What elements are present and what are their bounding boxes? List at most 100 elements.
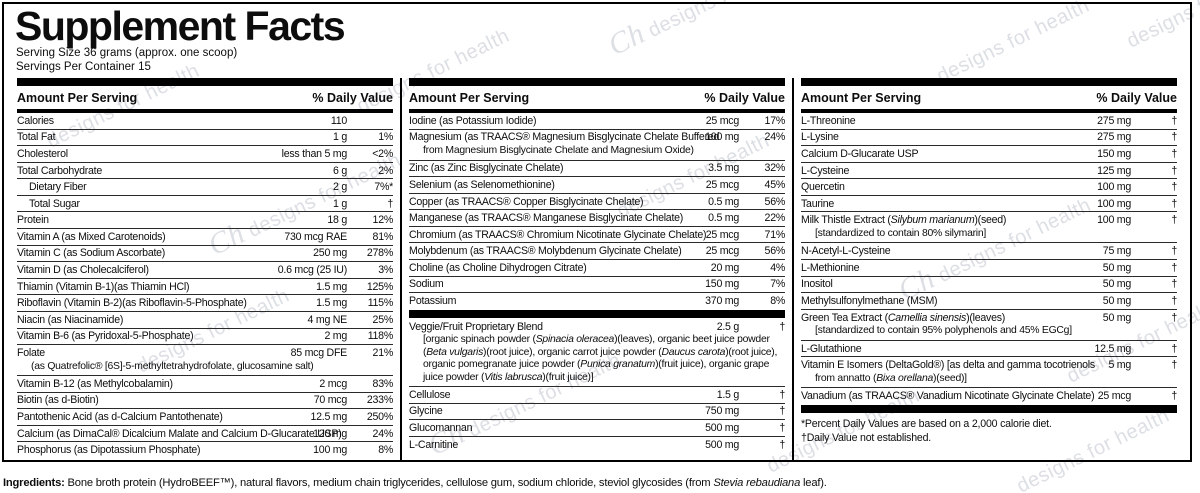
column-header-row: Amount Per Serving % Daily Value	[409, 86, 785, 113]
nutrient-daily-value: †	[1171, 359, 1177, 372]
daily-value-header: % Daily Value	[312, 91, 393, 105]
nutrient-name: N-Acetyl-L-Cysteine	[801, 245, 891, 258]
nutrient-name: Vitamin B-12 (as Methylcobalamin)	[17, 377, 173, 390]
nutrient-amount: 18 g	[327, 214, 347, 227]
table-row: Folate 85 mcg DFE 21% (as Quatrefolic® [6S]…	[17, 344, 393, 375]
table-row: L-Carnitine 500 mg †	[409, 435, 785, 453]
nutrient-name: L-Methionine	[801, 261, 860, 274]
nutrient-name: Glycine	[409, 405, 443, 418]
nutrition-column-1: Amount Per Serving % Daily Value Calories 1…	[10, 78, 400, 460]
nutrient-name: Riboflavin (Vitamin B-2)(as Riboflavin-5…	[17, 297, 247, 310]
table-row: N-Acetyl-L-Cysteine 75 mg †	[801, 242, 1177, 259]
nutrient-daily-value: †	[1171, 278, 1177, 291]
nutrition-column-3: Amount Per Serving % Daily Value L-Threoni…	[792, 78, 1184, 460]
nutrient-amount: 750 mg	[705, 405, 739, 418]
table-row: Total Sugar 1 g †	[17, 194, 393, 212]
ingredients-label: Ingredients:	[3, 477, 65, 489]
nutrient-name: Cholesterol	[17, 147, 68, 160]
nutrient-amount: 275 mg	[1097, 114, 1131, 127]
table-row: Vitamin E Isomers (DeltaGold®) [as delta…	[801, 356, 1177, 387]
nutrient-name: Total Sugar	[29, 197, 80, 210]
nutrient-amount: 250 mg	[313, 247, 347, 260]
nutrient-name: Thiamin (Vitamin B-1)(as Thiamin HCl)	[17, 280, 190, 293]
nutrient-name: Quercetin	[801, 181, 845, 194]
nutrient-subtext: [standardized to contain 80% silymarin]	[815, 228, 987, 240]
nutrient-amount: 75 mg	[1102, 245, 1131, 258]
nutrient-name: Calcium (as DimaCal® Dicalcium Malate an…	[17, 427, 342, 440]
nutrient-amount: 6 g	[333, 164, 347, 177]
nutrient-amount: 50 mg	[1102, 311, 1131, 324]
nutrient-amount: 50 mg	[1102, 261, 1131, 274]
table-row: Dietary Fiber 2 g 7%*	[17, 178, 393, 195]
nutrient-amount: 0.5 mg	[708, 212, 739, 225]
table-row: Inositol 50 mg †	[801, 275, 1177, 293]
table-row: Vitamin A (as Mixed Carotenoids) 730 mcg …	[17, 228, 393, 245]
nutrient-name: Phosphorus (as Dipotassium Phosphate)	[17, 444, 201, 457]
nutrient-amount: 500 mg	[705, 438, 739, 451]
nutrient-amount: 0.6 mcg (25 IU)	[277, 264, 348, 276]
nutrient-amount: 25 mcg	[705, 114, 740, 127]
nutrient-daily-value: 3%	[378, 264, 393, 276]
nutrient-amount: 275 mg	[1097, 131, 1131, 144]
nutrient-amount: less than 5 mg	[281, 147, 348, 160]
nutrient-daily-value: 45%	[764, 178, 785, 191]
table-row: Vitamin C (as Sodium Ascorbate) 250 mg 278…	[17, 244, 393, 262]
footnote-line: *Percent Daily Values are based on a 2,0…	[801, 417, 1052, 430]
nutrient-name: Magnesium (as TRAACS® Magnesium Bisglyci…	[409, 131, 720, 144]
column-rows: Calories 110 Total Fat 1 g 1% Cholesterol less…	[17, 113, 393, 460]
column-top-bar	[17, 78, 393, 86]
daily-value-header: % Daily Value	[704, 91, 785, 105]
table-row: Veggie/Fruit Proprietary Blend 2.5 g † [org…	[409, 319, 785, 386]
table-row: Calories 110	[17, 113, 393, 129]
nutrient-amount: 4 mg NE	[307, 313, 348, 326]
column-rows: Iodine (as Potassium Iodide) 25 mcg 17% Mag…	[409, 113, 785, 460]
panel-title: Supplement Facts	[15, 3, 346, 49]
nutrient-daily-value: 2%	[378, 164, 393, 177]
nutrient-name: Niacin (as Niacinamide)	[17, 313, 124, 326]
table-row: Milk Thistle Extract (Silybum marianum)(…	[801, 211, 1177, 242]
nutrient-daily-value: †	[779, 388, 785, 401]
daily-value-footnotes: *Percent Daily Values are based on a 2,0…	[801, 414, 1177, 445]
nutrient-daily-value: 278%	[366, 247, 393, 260]
table-row: L-Threonine 275 mg †	[801, 113, 1177, 129]
nutrient-amount: 0.5 mg	[708, 195, 739, 208]
nutrient-daily-value: 7%*	[374, 181, 393, 194]
nutrient-name: Biotin (as d-Biotin)	[17, 394, 99, 407]
nutrient-daily-value: †	[1171, 342, 1177, 355]
table-row: Thiamin (Vitamin B-1)(as Thiamin HCl) 1.5…	[17, 277, 393, 295]
table-row: L-Lysine 275 mg †	[801, 128, 1177, 146]
nutrient-daily-value: 83%	[372, 377, 393, 390]
nutrient-subtext: from annatto (Bixa orellana)(seed)]	[815, 372, 967, 384]
table-row: Selenium (as Selenomethionine) 25 mcg 45%	[409, 176, 785, 193]
nutrient-daily-value: †	[1171, 294, 1177, 307]
nutrient-daily-value: †	[1171, 214, 1177, 227]
nutrient-daily-value: 8%	[770, 294, 785, 307]
nutrient-amount: 2 mg	[324, 330, 347, 343]
nutrient-amount: 2 mcg	[319, 377, 347, 390]
table-row: Zinc (as Zinc Bisglycinate Chelate) 3.5 m…	[409, 159, 785, 177]
nutrient-amount: 25 mcg	[1097, 390, 1132, 403]
table-row: Vitamin B-6 (as Pyridoxal-5-Phosphate) 2 …	[17, 327, 393, 345]
table-row: Magnesium (as TRAACS® Magnesium Bisglyci…	[409, 128, 785, 160]
nutrient-daily-value: 24%	[372, 427, 393, 440]
footnote-line: †Daily Value not established.	[801, 431, 932, 444]
table-row: Quercetin 100 mg †	[801, 178, 1177, 195]
table-row: Cholesterol less than 5 mg <2%	[17, 145, 393, 162]
nutrient-daily-value: †	[1171, 114, 1177, 127]
table-row: Copper (as TRAACS® Copper Bisglycinate C…	[409, 192, 785, 210]
nutrient-amount: 3.5 mg	[708, 162, 739, 175]
nutrient-subtext: [standardized to contain 95% polyphenols…	[815, 325, 1072, 337]
table-row: Pantothenic Acid (as d-Calcium Pantothen…	[17, 408, 393, 425]
nutrient-daily-value: †	[779, 421, 785, 434]
nutrient-name: Calories	[17, 114, 54, 127]
nutrient-daily-value: 56%	[764, 245, 785, 258]
nutrient-name: Molybdenum (as TRAACS® Molybdenum Glycin…	[409, 245, 682, 258]
nutrient-daily-value: 12%	[372, 214, 393, 227]
nutrient-daily-value: 8%	[378, 444, 393, 457]
nutrient-amount: 120 mg	[313, 427, 347, 440]
nutrient-daily-value: †	[387, 197, 393, 210]
table-row: Total Carbohydrate 6 g 2%	[17, 161, 393, 179]
nutrient-daily-value: †	[1171, 181, 1177, 194]
nutrient-daily-value: 22%	[764, 212, 785, 225]
nutrient-daily-value: 7%	[770, 278, 785, 291]
